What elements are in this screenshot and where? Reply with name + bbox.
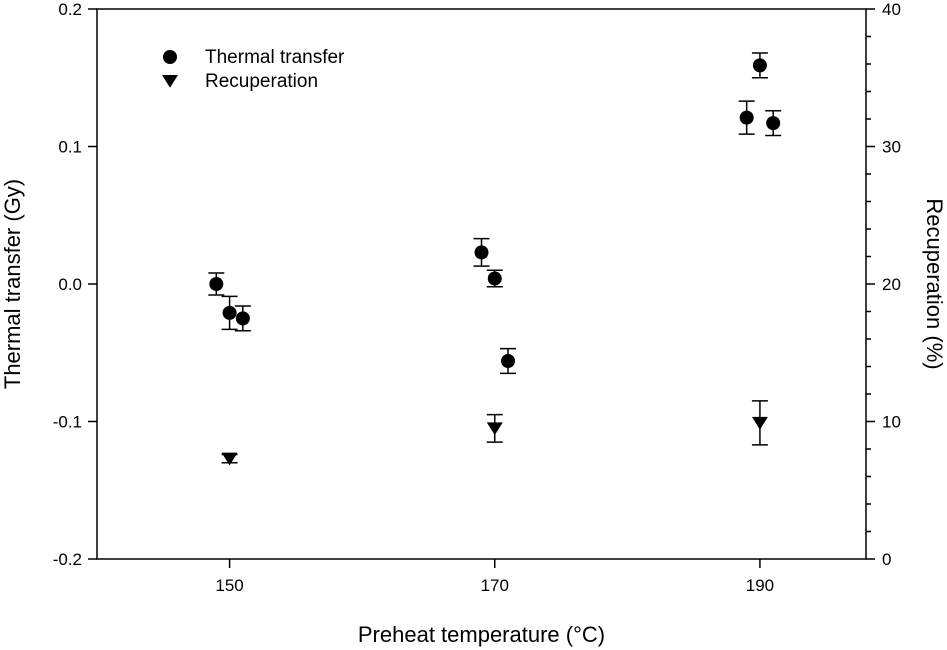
legend: Thermal transfer Recuperation xyxy=(162,47,345,92)
data-point-thermal-transfer xyxy=(209,277,224,291)
x-tick-label: 170 xyxy=(481,576,509,595)
y-left-tick-label: 0.2 xyxy=(58,0,82,19)
y-axis-left-title: Thermal transfer (Gy) xyxy=(0,179,25,389)
y-right-tick-label: 10 xyxy=(882,413,901,432)
y-left-tick-label: -0.2 xyxy=(53,550,82,569)
legend-marker xyxy=(163,50,177,64)
x-axis-title: Preheat temperature (°C) xyxy=(358,622,605,647)
data-point-recuperation xyxy=(221,452,238,466)
data-point-thermal-transfer xyxy=(752,58,767,73)
y-right-tick-label: 40 xyxy=(882,0,901,19)
y-right-tick-label: 0 xyxy=(882,550,891,569)
series-thermal-transfer xyxy=(208,52,782,375)
y-left-tick-label: -0.1 xyxy=(53,413,82,432)
legend-label: Recuperation xyxy=(205,71,318,92)
x-tick-label: 190 xyxy=(746,576,774,595)
y-left-tick-label: 0.1 xyxy=(58,138,82,157)
data-point-thermal-transfer xyxy=(739,110,754,125)
series-recuperation xyxy=(221,400,768,466)
data-point-thermal-transfer xyxy=(235,311,250,326)
data-point-thermal-transfer xyxy=(487,271,502,286)
data-point-recuperation xyxy=(751,416,768,430)
y-right-tick-label: 20 xyxy=(882,275,901,294)
y-left-tick-label: 0.0 xyxy=(58,275,82,294)
series xyxy=(208,52,782,466)
legend-marker xyxy=(162,75,178,88)
y-axis-right-title: Recuperation (%) xyxy=(922,198,947,369)
ticks: 150 170 190 0.2 0.1 0.0 -0.1 -0.2 40 30 20 10 0 xyxy=(53,0,901,595)
y-right-tick-label: 30 xyxy=(882,138,901,157)
data-point-thermal-transfer xyxy=(474,245,489,260)
data-point-thermal-transfer xyxy=(501,354,516,368)
data-point-thermal-transfer xyxy=(222,305,237,320)
data-point-recuperation xyxy=(486,422,503,436)
data-point-thermal-transfer xyxy=(766,116,781,131)
x-tick-label: 150 xyxy=(215,576,243,595)
legend-label: Thermal transfer xyxy=(205,47,345,68)
